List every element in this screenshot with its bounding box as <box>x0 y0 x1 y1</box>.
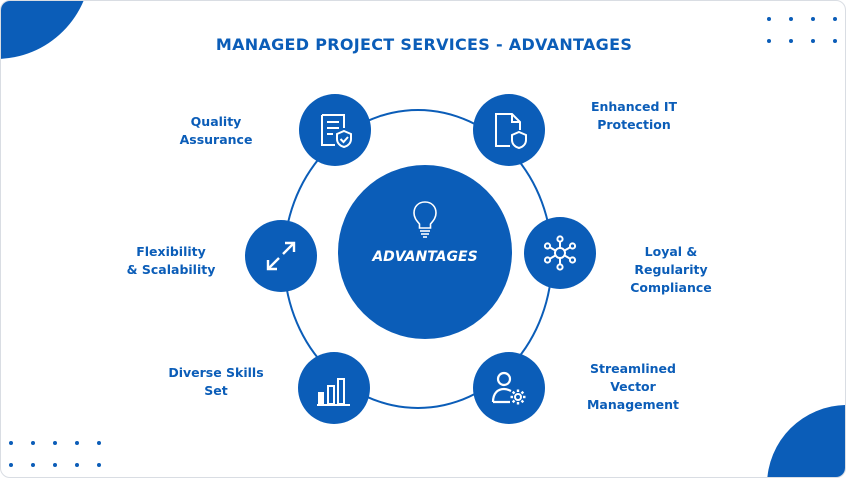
center-hub: ADVANTAGES <box>338 165 512 339</box>
node-loyal-regularity-compliance <box>524 217 596 289</box>
label-line: Enhanced IT <box>590 99 678 114</box>
decor-dot <box>833 39 837 43</box>
label-line: Vector <box>610 379 656 394</box>
label-line: Flexibility <box>136 244 206 259</box>
slide-title: MANAGED PROJECT SERVICES - ADVANTAGES <box>215 35 633 54</box>
decor-dot <box>97 463 101 467</box>
expand-arrows-icon <box>266 241 296 271</box>
label-quality-assurance: Quality Assurance <box>161 113 271 149</box>
user-gear-icon <box>491 371 526 405</box>
decor-dot <box>31 441 35 445</box>
decor-dot <box>31 463 35 467</box>
decor-dot <box>833 17 837 21</box>
decor-dot <box>789 39 793 43</box>
certificate-shield-icon <box>321 114 352 149</box>
decor-dot <box>75 441 79 445</box>
label-line: Compliance <box>630 280 712 295</box>
node-enhanced-it-protection <box>473 94 545 166</box>
node-streamlined-vector-management <box>473 352 545 424</box>
label-streamlined-vector-management: Streamlined Vector Management <box>573 360 693 414</box>
network-hub-icon <box>543 235 577 271</box>
decor-dot <box>53 463 57 467</box>
node-diverse-skills-set <box>298 352 370 424</box>
decor-dot <box>75 463 79 467</box>
decor-dot <box>789 17 793 21</box>
decor-dot <box>767 39 771 43</box>
decor-dot <box>97 441 101 445</box>
label-line: Assurance <box>179 132 253 147</box>
label-line: Quality <box>190 114 242 129</box>
label-enhanced-it-protection: Enhanced IT Protection <box>575 98 693 134</box>
label-line: Management <box>586 397 679 412</box>
label-line: Streamlined <box>590 361 676 376</box>
decor-dot <box>811 39 815 43</box>
label-line: Loyal & <box>644 244 698 259</box>
corner-decoration-bottom-right <box>767 405 845 477</box>
lightbulb-icon <box>413 201 437 238</box>
label-line: Protection <box>597 117 671 132</box>
label-loyal-regularity-compliance: Loyal & Regularity Compliance <box>613 243 729 297</box>
label-line: Set <box>204 383 228 398</box>
document-shield-icon <box>495 113 527 150</box>
decor-dot <box>53 441 57 445</box>
center-label: ADVANTAGES <box>372 249 478 265</box>
label-diverse-skills-set: Diverse Skills Set <box>157 364 275 400</box>
node-flexibility-scalability <box>245 220 317 292</box>
decor-dot <box>767 17 771 21</box>
decor-dot <box>811 17 815 21</box>
decor-dot <box>9 463 13 467</box>
node-quality-assurance <box>299 94 371 166</box>
decor-dot <box>9 441 13 445</box>
label-line: Regularity <box>634 262 708 277</box>
label-line: & Scalability <box>126 262 216 277</box>
label-line: Diverse Skills <box>168 365 264 380</box>
label-flexibility-scalability: Flexibility & Scalability <box>115 243 227 279</box>
bar-chart-icon <box>317 378 350 406</box>
